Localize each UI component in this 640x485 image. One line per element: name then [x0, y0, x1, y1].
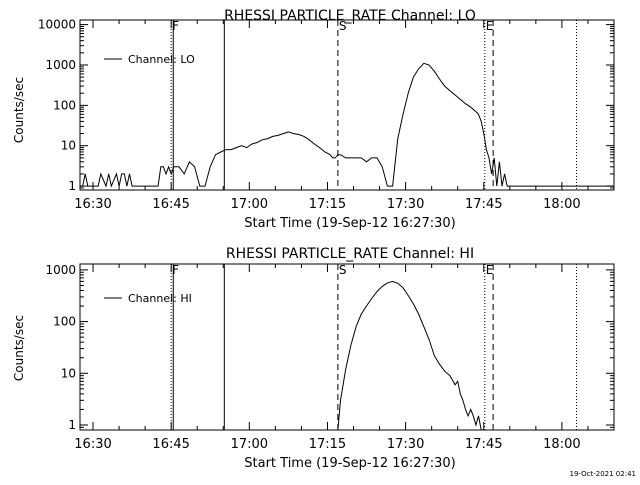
event-marker-label: S — [339, 19, 347, 33]
panel-hi-ylabel: Counts/sec — [12, 315, 26, 381]
y-tick-label: 10000 — [38, 18, 76, 32]
x-tick-label: 17:30 — [387, 437, 424, 452]
series-line — [80, 62, 614, 188]
event-marker-label: F — [172, 19, 179, 33]
x-tick-label: 16:30 — [74, 197, 111, 212]
panel-hi-title: RHESSI PARTICLE_RATE Channel: HI — [226, 246, 474, 262]
panel-lo-ylabel: Counts/sec — [12, 77, 26, 143]
panel-lo-title: RHESSI PARTICLE_RATE Channel: LO — [224, 8, 476, 24]
legend-lo-label: Channel: LO — [128, 53, 195, 66]
event-marker-label: E — [486, 263, 494, 277]
y-tick-label: 100 — [53, 315, 76, 329]
series-line — [337, 280, 482, 431]
x-tick-label: 17:00 — [231, 437, 268, 452]
footer-timestamp: 19-Oct-2021 02:41 — [570, 470, 636, 478]
y-tick-label: 1 — [68, 179, 76, 193]
x-tick-label: 18:00 — [543, 197, 580, 212]
panel-hi-channel: RHESSI PARTICLE_RATE Channel: HI Start T… — [12, 246, 615, 471]
x-tick-label: 16:45 — [152, 437, 189, 452]
event-marker-label: E — [486, 19, 494, 33]
plot-frame — [79, 263, 615, 431]
x-tick-label: 18:00 — [543, 437, 580, 452]
y-tick-label: 1000 — [45, 58, 76, 72]
panel-lo-channel: RHESSI PARTICLE_RATE Channel: LO Start T… — [12, 8, 615, 231]
panel-hi-xlabel: Start Time (19-Sep-12 16:27:30) — [244, 456, 455, 471]
y-tick-label: 1000 — [45, 263, 76, 277]
y-tick-label: 10 — [61, 139, 76, 153]
x-tick-label: 17:15 — [309, 437, 346, 452]
panel-lo-xlabel: Start Time (19-Sep-12 16:27:30) — [244, 216, 455, 231]
y-tick-label: 1 — [68, 418, 76, 432]
event-marker-label: F — [172, 263, 179, 277]
x-tick-label: 17:00 — [231, 197, 268, 212]
x-tick-label: 16:45 — [152, 197, 189, 212]
x-tick-label: 17:45 — [465, 437, 502, 452]
x-tick-label: 17:30 — [387, 197, 424, 212]
x-tick-label: 17:45 — [465, 197, 502, 212]
event-marker-label: S — [339, 263, 347, 277]
y-tick-label: 100 — [53, 98, 76, 112]
legend-hi-label: Channel: HI — [128, 292, 192, 305]
x-tick-label: 16:30 — [74, 437, 111, 452]
x-tick-label: 17:15 — [309, 197, 346, 212]
y-tick-label: 10 — [61, 366, 76, 380]
